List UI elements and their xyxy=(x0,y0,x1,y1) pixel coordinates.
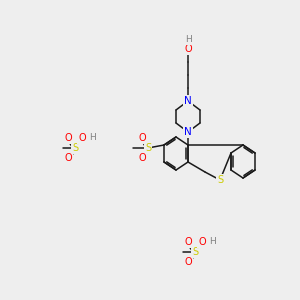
Text: N: N xyxy=(184,96,192,106)
Text: O: O xyxy=(184,44,192,54)
Text: O: O xyxy=(184,257,192,267)
Text: N: N xyxy=(184,127,192,137)
Text: S: S xyxy=(217,175,223,185)
Text: O: O xyxy=(78,133,86,143)
Text: H: H xyxy=(89,134,96,142)
Text: O: O xyxy=(64,153,72,163)
Text: H: H xyxy=(209,238,216,247)
Text: S: S xyxy=(192,247,198,257)
Text: O: O xyxy=(198,237,206,247)
Text: O: O xyxy=(184,237,192,247)
Text: O: O xyxy=(138,133,146,143)
Text: S: S xyxy=(72,143,78,153)
Text: S: S xyxy=(145,143,151,153)
Text: O: O xyxy=(64,133,72,143)
Text: H: H xyxy=(184,35,191,44)
Text: O: O xyxy=(138,153,146,163)
